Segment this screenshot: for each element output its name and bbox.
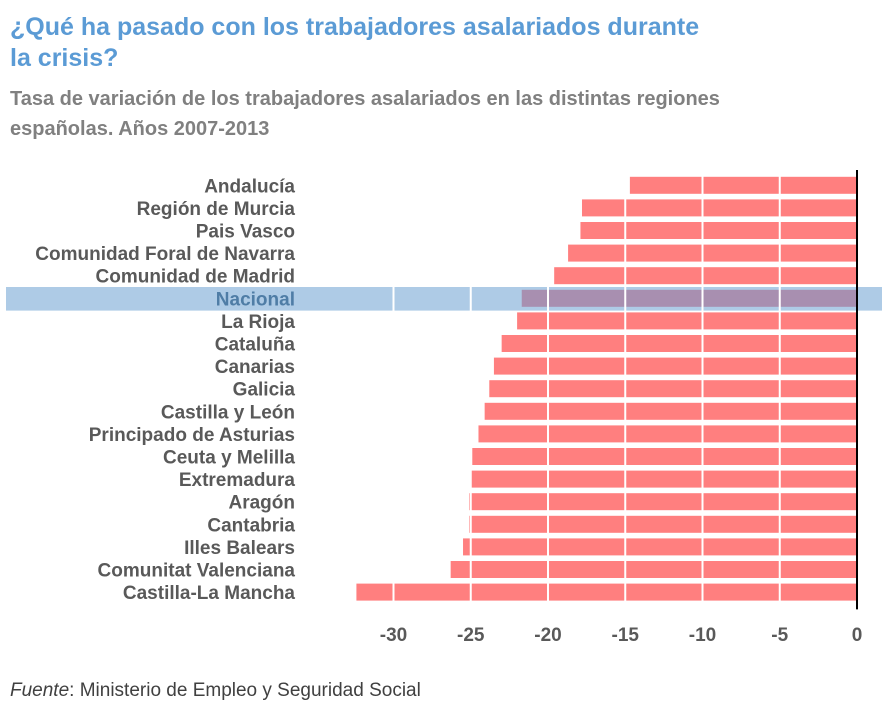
category-label-ceuta-y-melilla: Ceuta y Melilla bbox=[163, 448, 295, 469]
source-text: : Ministerio de Empleo y Seguridad Socia… bbox=[69, 680, 421, 701]
category-label-comunidad-foral-de-navarra: Comunidad Foral de Navarra bbox=[35, 244, 295, 265]
bar-extremadura bbox=[470, 470, 857, 488]
bar-andalucia bbox=[629, 176, 857, 194]
category-label-castilla-y-leon: Castilla y León bbox=[161, 402, 295, 423]
category-label-comunitat-valenciana: Comunitat Valenciana bbox=[98, 561, 296, 582]
bar-la-rioja bbox=[517, 312, 857, 330]
bar-galicia bbox=[489, 380, 857, 398]
x-tick-label--5: -5 bbox=[771, 625, 788, 646]
bar-principado-de-asturias bbox=[478, 425, 857, 443]
x-tick-label--15: -15 bbox=[612, 625, 640, 646]
category-label-galicia: Galicia bbox=[233, 380, 296, 401]
category-label-region-de-murcia: Región de Murcia bbox=[137, 199, 296, 220]
category-label-pais-vasco: Pais Vasco bbox=[196, 222, 295, 243]
category-label-la-rioja: La Rioja bbox=[221, 312, 295, 333]
category-label-nacional: Nacional bbox=[216, 289, 295, 310]
bar-comunitat-valenciana bbox=[450, 561, 857, 578]
bar-canarias bbox=[493, 357, 857, 375]
bar-cantabria bbox=[469, 515, 857, 533]
source-label: Fuente bbox=[10, 680, 70, 701]
category-label-comunidad-de-madrid: Comunidad de Madrid bbox=[96, 267, 296, 288]
bar-comunidad-de-madrid bbox=[554, 267, 857, 285]
bar-comunidad-foral-de-navarra bbox=[568, 244, 857, 262]
bar-illes-balears bbox=[463, 538, 857, 556]
bar-region-de-murcia bbox=[581, 199, 857, 217]
x-tick-label-0: 0 bbox=[852, 625, 863, 646]
category-label-andalucia: Andalucía bbox=[204, 176, 295, 197]
category-label-castilla-la-mancha: Castilla-La Mancha bbox=[123, 583, 296, 604]
bar-nacional bbox=[521, 289, 857, 307]
x-tick-label--30: -30 bbox=[380, 625, 407, 646]
category-label-extremadura: Extremadura bbox=[179, 470, 296, 491]
category-label-principado-de-asturias: Principado de Asturias bbox=[89, 425, 295, 446]
category-label-aragon: Aragón bbox=[229, 493, 296, 514]
bar-pais-vasco bbox=[580, 222, 857, 239]
x-tick-label--25: -25 bbox=[457, 625, 485, 646]
bar-castilla-y-leon bbox=[484, 402, 857, 420]
category-label-cataluna: Cataluña bbox=[215, 335, 296, 356]
bar-castilla-la-mancha bbox=[356, 583, 857, 601]
category-label-illes-balears: Illes Balears bbox=[184, 538, 295, 559]
bar-ceuta-y-melilla bbox=[472, 448, 857, 465]
category-label-canarias: Canarias bbox=[215, 357, 295, 378]
chart-subtitle: Tasa de variación de los trabajadores as… bbox=[10, 88, 720, 140]
bar-cataluna bbox=[501, 335, 857, 352]
x-tick-label--20: -20 bbox=[534, 625, 561, 646]
chart-title: ¿Qué ha pasado con los trabajadores asal… bbox=[10, 13, 700, 72]
x-tick-label--10: -10 bbox=[689, 625, 716, 646]
bar-aragon bbox=[469, 493, 857, 511]
source-note: Fuente: Ministerio de Empleo y Seguridad… bbox=[10, 680, 421, 702]
category-label-cantabria: Cantabria bbox=[207, 515, 295, 536]
